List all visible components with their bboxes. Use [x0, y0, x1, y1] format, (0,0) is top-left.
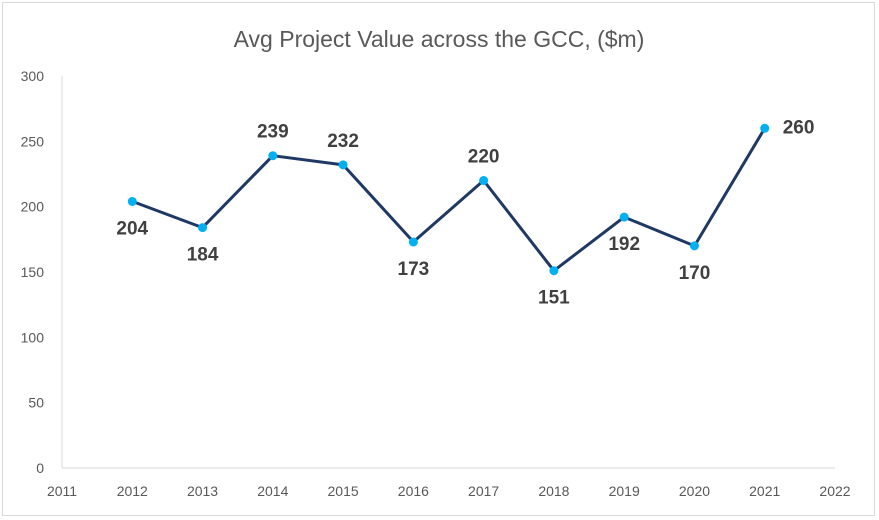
y-tick-label: 100 [21, 329, 45, 345]
y-tick-label: 150 [21, 264, 45, 280]
x-tick-label: 2017 [468, 483, 499, 499]
y-tick-label: 250 [21, 133, 45, 149]
x-tick-label: 2022 [819, 483, 850, 499]
x-tick-label: 2021 [749, 483, 780, 499]
data-point-marker [268, 151, 278, 161]
data-label: 192 [608, 234, 640, 255]
data-point-marker [127, 196, 137, 206]
chart-title: Avg Project Value across the GCC, ($m) [234, 26, 645, 52]
data-point-marker [479, 176, 489, 186]
x-tick-label: 2012 [117, 483, 148, 499]
data-label: 204 [116, 218, 148, 239]
y-tick-label: 0 [36, 460, 44, 476]
data-label: 232 [327, 131, 359, 152]
x-tick-label: 2018 [538, 483, 569, 499]
y-tick-label: 300 [21, 68, 45, 84]
data-label: 151 [538, 288, 570, 309]
y-tick-label: 50 [28, 395, 44, 411]
data-point-marker [689, 241, 699, 251]
data-label: 170 [679, 263, 711, 284]
data-label: 184 [187, 245, 219, 266]
data-label: 260 [783, 117, 815, 138]
data-point-marker [619, 212, 629, 222]
x-tick-label: 2014 [257, 483, 288, 499]
data-point-marker [198, 223, 208, 233]
x-tick-label: 2016 [398, 483, 429, 499]
x-tick-label: 2013 [187, 483, 218, 499]
data-point-marker [408, 237, 418, 247]
x-tick-label: 2019 [609, 483, 640, 499]
x-tick-label: 2020 [679, 483, 710, 499]
x-tick-label: 2015 [328, 483, 359, 499]
series-line [131, 127, 766, 273]
data-point-marker [760, 123, 770, 133]
line-chart: Avg Project Value across the GCC, ($m) 0… [21, 26, 851, 499]
x-tick-label: 2011 [47, 483, 77, 499]
data-label: 173 [398, 259, 430, 280]
y-tick-label: 200 [21, 199, 45, 215]
data-point-marker [338, 160, 348, 170]
data-point-marker [549, 266, 559, 276]
data-label: 220 [468, 147, 500, 168]
data-label: 239 [257, 122, 289, 143]
